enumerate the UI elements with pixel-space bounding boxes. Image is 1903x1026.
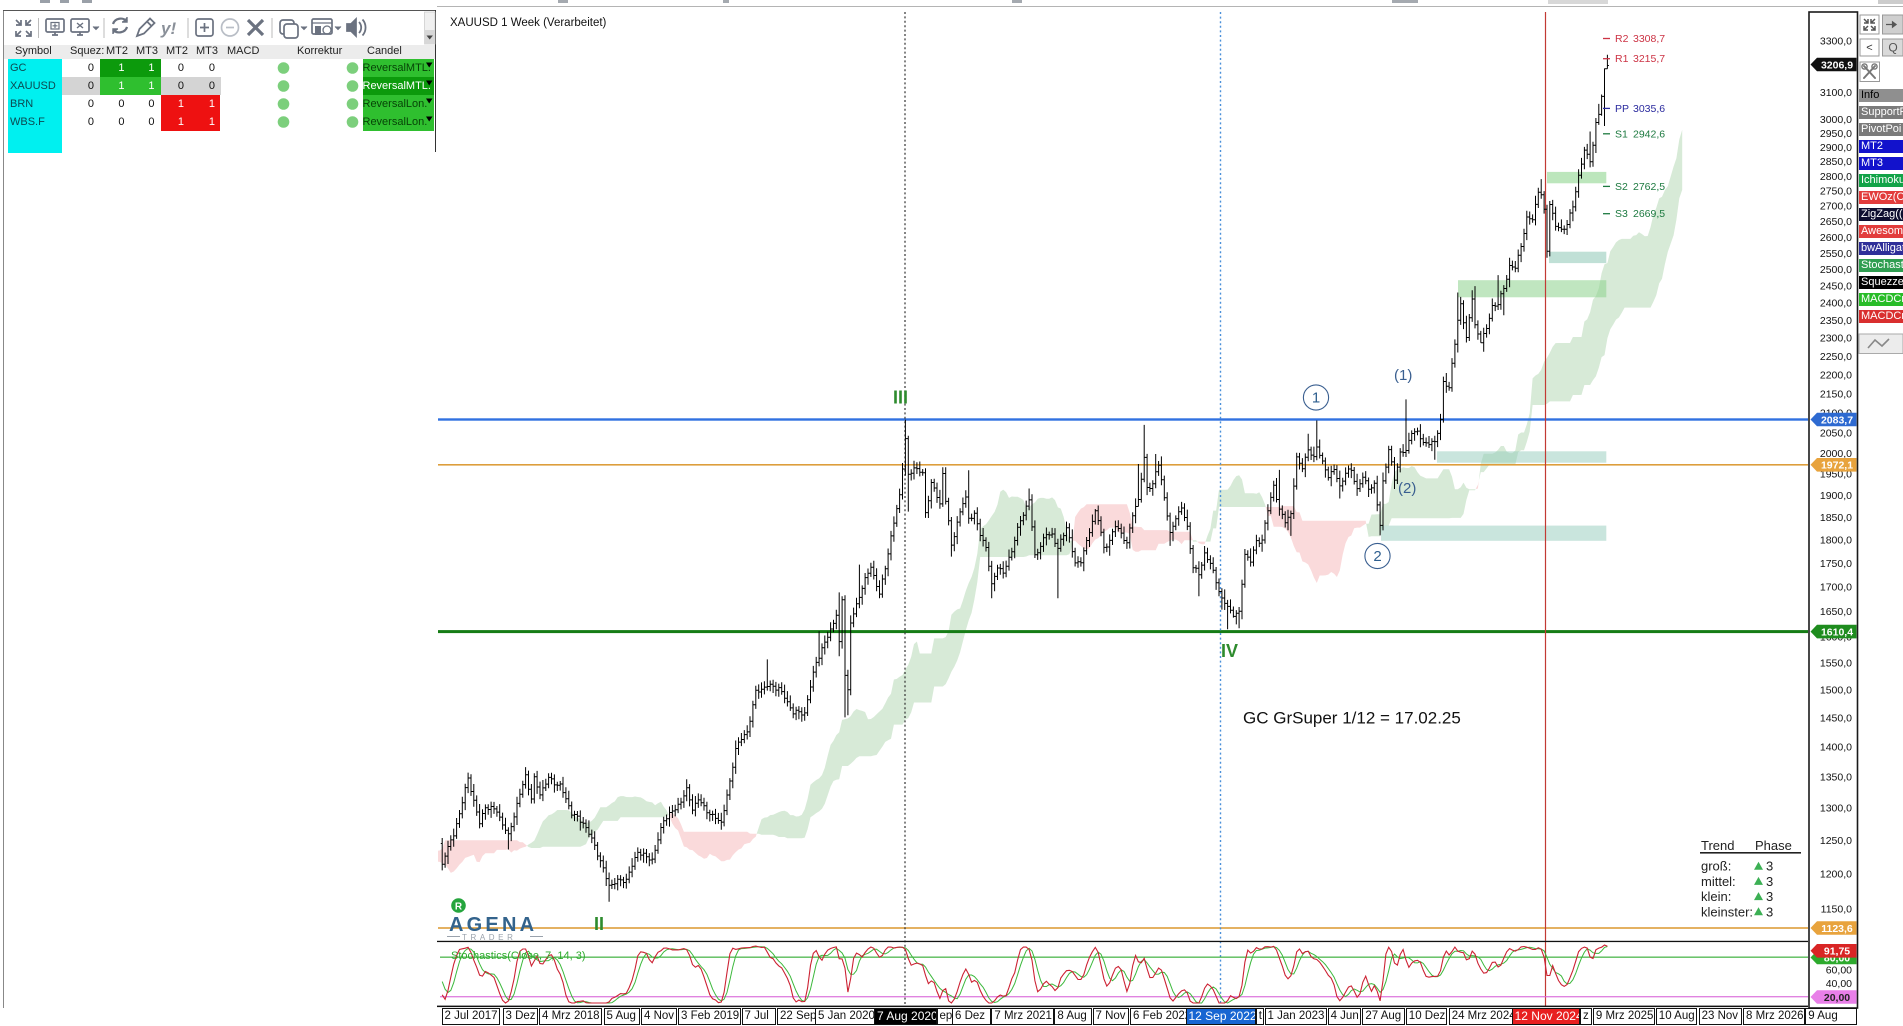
svg-text:1700,0: 1700,0 — [1820, 582, 1852, 594]
svg-text:mittel:: mittel: — [1701, 874, 1736, 889]
svg-text:2250,0: 2250,0 — [1820, 351, 1852, 363]
svg-text:1972,1: 1972,1 — [1821, 460, 1853, 472]
svg-text:1300,0: 1300,0 — [1820, 803, 1852, 815]
svg-text:1850,0: 1850,0 — [1820, 512, 1852, 524]
svg-text:III: III — [893, 388, 908, 408]
svg-text:2700,0: 2700,0 — [1820, 201, 1852, 213]
svg-text:II: II — [594, 914, 604, 934]
svg-text:2750,0: 2750,0 — [1820, 186, 1852, 198]
svg-text:3: 3 — [1766, 904, 1773, 919]
svg-text:Stochastics(Close, 7, 14, 3): Stochastics(Close, 7, 14, 3) — [451, 950, 586, 962]
svg-text:2450,0: 2450,0 — [1820, 281, 1852, 293]
svg-text:2850,0: 2850,0 — [1820, 156, 1852, 168]
svg-text:1250,0: 1250,0 — [1820, 835, 1852, 847]
svg-text:1750,0: 1750,0 — [1820, 558, 1852, 570]
svg-text:3000,0: 3000,0 — [1820, 114, 1852, 126]
svg-text:2350,0: 2350,0 — [1820, 315, 1852, 327]
svg-text:S1: S1 — [1615, 128, 1628, 140]
svg-text:2083,7: 2083,7 — [1821, 414, 1853, 426]
svg-text:XAUUSD 1 Week (Verarbeitet): XAUUSD 1 Week (Verarbeitet) — [450, 17, 607, 29]
svg-text:2950,0: 2950,0 — [1820, 128, 1852, 140]
svg-text:S3: S3 — [1615, 208, 1628, 220]
svg-text:2800,0: 2800,0 — [1820, 171, 1852, 183]
svg-text:3206,9: 3206,9 — [1821, 59, 1853, 71]
svg-text:1800,0: 1800,0 — [1820, 535, 1852, 547]
svg-text:Phase: Phase — [1755, 838, 1792, 853]
svg-text:Trend: Trend — [1701, 838, 1734, 853]
svg-text:<: < — [1866, 42, 1872, 54]
svg-text:3308,7: 3308,7 — [1633, 33, 1665, 45]
svg-text:1: 1 — [1312, 390, 1320, 407]
svg-text:R2: R2 — [1615, 33, 1629, 45]
svg-text:AGENA: AGENA — [449, 914, 537, 936]
svg-text:1123,6: 1123,6 — [1821, 923, 1853, 935]
svg-text:20,00: 20,00 — [1824, 992, 1850, 1004]
svg-text:3215,7: 3215,7 — [1633, 53, 1665, 65]
svg-text:1950,0: 1950,0 — [1820, 469, 1852, 481]
svg-text:2669,5: 2669,5 — [1633, 208, 1665, 220]
svg-text:GC GrSuper 1/12 = 17.02.25: GC GrSuper 1/12 = 17.02.25 — [1243, 709, 1461, 728]
svg-text:3: 3 — [1766, 874, 1773, 889]
svg-text:R1: R1 — [1615, 53, 1629, 65]
svg-text:2942,6: 2942,6 — [1633, 128, 1665, 140]
svg-text:R: R — [455, 901, 463, 912]
svg-text:2: 2 — [1373, 548, 1381, 565]
svg-text:2150,0: 2150,0 — [1820, 388, 1852, 400]
svg-text:IV: IV — [1221, 641, 1238, 661]
svg-text:1450,0: 1450,0 — [1820, 713, 1852, 725]
svg-text:2000,0: 2000,0 — [1820, 448, 1852, 460]
svg-text:kleinster:: kleinster: — [1701, 904, 1753, 919]
svg-text:40,00: 40,00 — [1826, 978, 1852, 990]
svg-text:60,00: 60,00 — [1826, 965, 1852, 977]
svg-text:1610,4: 1610,4 — [1821, 626, 1853, 638]
svg-text:1500,0: 1500,0 — [1820, 685, 1852, 697]
svg-text:1650,0: 1650,0 — [1820, 606, 1852, 618]
svg-text:1900,0: 1900,0 — [1820, 490, 1852, 502]
svg-text:2550,0: 2550,0 — [1820, 248, 1852, 260]
svg-text:y!: y! — [160, 19, 176, 38]
svg-text:3035,6: 3035,6 — [1633, 103, 1665, 115]
svg-text:3: 3 — [1766, 889, 1773, 904]
svg-text:3300,0: 3300,0 — [1820, 36, 1852, 48]
svg-text:1400,0: 1400,0 — [1820, 742, 1852, 754]
svg-text:91,75: 91,75 — [1824, 946, 1850, 958]
svg-text:(2): (2) — [1398, 480, 1416, 497]
svg-text:2500,0: 2500,0 — [1820, 264, 1852, 276]
svg-text:2050,0: 2050,0 — [1820, 428, 1852, 440]
svg-text:2200,0: 2200,0 — [1820, 369, 1852, 381]
svg-text:2400,0: 2400,0 — [1820, 298, 1852, 310]
svg-text:S2: S2 — [1615, 181, 1628, 193]
svg-text:klein:: klein: — [1701, 889, 1731, 904]
svg-text:groß:: groß: — [1701, 859, 1731, 874]
svg-text:3100,0: 3100,0 — [1820, 87, 1852, 99]
svg-text:2600,0: 2600,0 — [1820, 232, 1852, 244]
svg-text:Q: Q — [1888, 41, 1897, 55]
svg-text:1150,0: 1150,0 — [1821, 904, 1852, 916]
svg-text:2650,0: 2650,0 — [1820, 216, 1852, 228]
svg-text:2300,0: 2300,0 — [1820, 333, 1852, 345]
svg-text:PP: PP — [1615, 103, 1629, 115]
svg-text:TRADER: TRADER — [462, 933, 517, 942]
svg-text:2900,0: 2900,0 — [1820, 142, 1852, 154]
svg-text:1350,0: 1350,0 — [1820, 771, 1852, 783]
svg-text:3: 3 — [1766, 859, 1773, 874]
svg-text:2762,5: 2762,5 — [1633, 181, 1665, 193]
svg-text:1200,0: 1200,0 — [1820, 868, 1852, 880]
svg-text:1550,0: 1550,0 — [1820, 658, 1852, 670]
svg-text:(1): (1) — [1394, 367, 1412, 384]
